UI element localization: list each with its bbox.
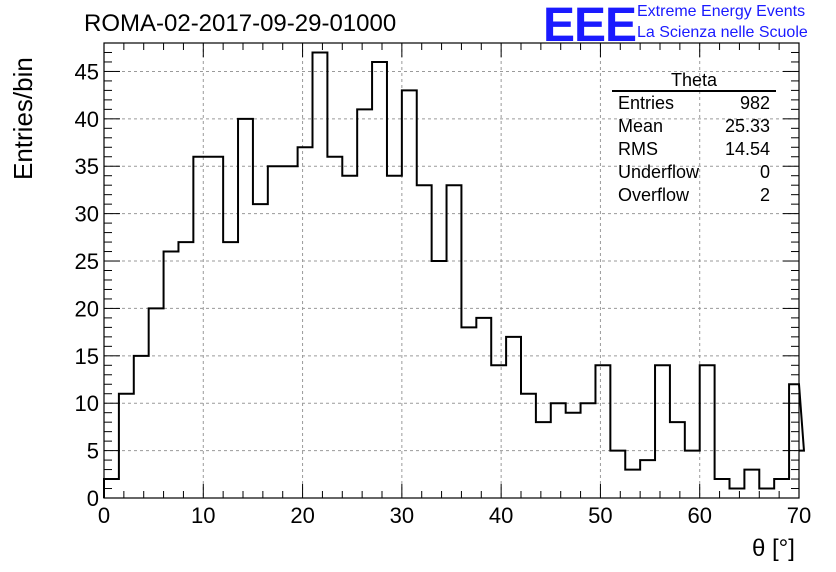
- logo-tagline-2: La Scienza nelle Scuole: [637, 24, 808, 41]
- stats-mean-value: 25.33: [724, 116, 770, 136]
- x-tick-label: 20: [290, 503, 314, 528]
- stats-box: Theta Entries 982 Mean 25.33 RMS 14.54 U…: [612, 71, 776, 207]
- run-title: ROMA-02-2017-09-29-01000: [84, 10, 397, 37]
- stats-row-overflow: Overflow 2: [612, 184, 776, 207]
- stats-underflow-label: Underflow: [618, 162, 700, 182]
- eee-logo: EEE: [543, 0, 637, 52]
- stats-mean-label: Mean: [618, 116, 664, 136]
- y-tick-label: 25: [75, 249, 99, 274]
- stats-rms-label: RMS: [618, 139, 658, 159]
- stats-row-underflow: Underflow 0: [612, 161, 776, 184]
- y-tick-label: 35: [75, 154, 99, 179]
- x-tick-label: 70: [787, 503, 811, 528]
- stats-row-entries: Entries 982: [612, 92, 776, 115]
- x-tick-label: 10: [191, 503, 215, 528]
- stats-underflow-value: 0: [759, 162, 770, 182]
- stats-entries-value: 982: [739, 93, 770, 113]
- stats-row-rms: RMS 14.54: [612, 138, 776, 161]
- y-axis-label: Entries/bin: [8, 57, 38, 180]
- y-tick-label: 30: [75, 202, 99, 227]
- x-tick-label: 40: [489, 503, 513, 528]
- y-tick-label: 0: [87, 486, 99, 511]
- x-tick-label: 30: [390, 503, 414, 528]
- histogram-series: [103, 51, 806, 498]
- y-tick-label: 40: [75, 107, 99, 132]
- y-tick-label: 20: [75, 296, 99, 321]
- y-tick-label: 10: [75, 391, 99, 416]
- stats-overflow-label: Overflow: [618, 185, 690, 205]
- stats-rms-value: 14.54: [724, 139, 770, 159]
- logo-tagline-1: Extreme Energy Events: [637, 3, 806, 20]
- stats-overflow-value: 2: [759, 185, 770, 205]
- y-tick-label: 45: [75, 59, 99, 84]
- stats-histogram-name: Theta: [612, 71, 776, 92]
- stats-row-mean: Mean 25.33: [612, 115, 776, 138]
- stats-entries-label: Entries: [618, 93, 675, 113]
- x-tick-label: 60: [687, 503, 711, 528]
- x-tick-label: 0: [98, 503, 110, 528]
- x-tick-label: 50: [588, 503, 612, 528]
- y-tick-label: 15: [75, 344, 99, 369]
- x-axis-label: θ [°]: [752, 535, 795, 562]
- y-tick-label: 5: [87, 439, 99, 464]
